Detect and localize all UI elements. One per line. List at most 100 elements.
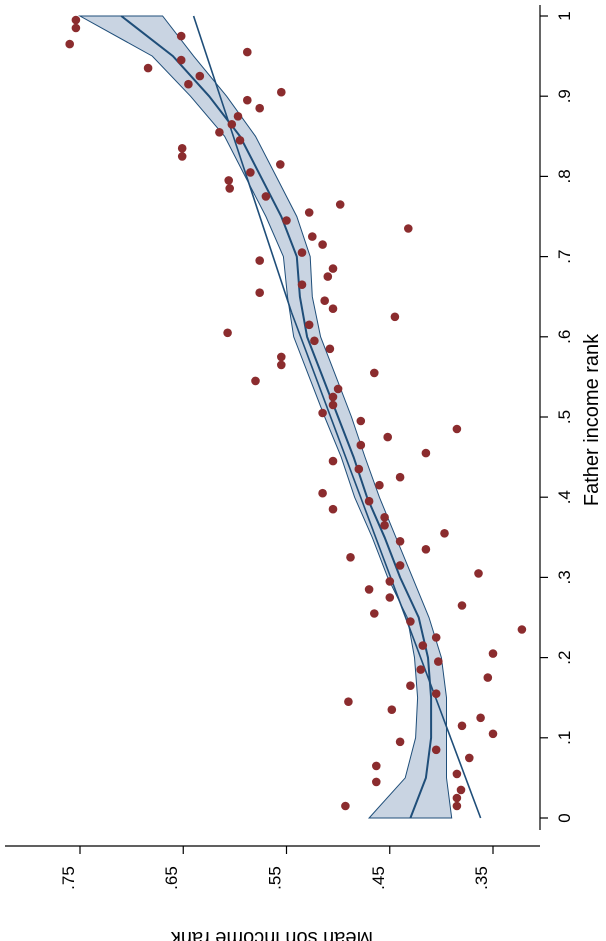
data-point (452, 793, 462, 803)
x-axis-title: Father income rank (581, 333, 603, 506)
data-point (251, 376, 260, 386)
data-point (372, 777, 381, 787)
data-point (276, 160, 285, 169)
x-tick-label: .3 (555, 570, 574, 584)
x-ticks: 0 .1 .2 .3 .4 .5 .6 .7 .8 .9 1 (540, 11, 574, 823)
data-point (385, 593, 395, 602)
data-point (344, 697, 353, 706)
data-point (255, 256, 264, 265)
data-point (356, 440, 366, 450)
data-point (177, 152, 187, 161)
data-point (235, 136, 245, 145)
data-point (440, 529, 449, 538)
data-point (488, 729, 498, 739)
data-point (380, 521, 389, 530)
data-point (304, 208, 314, 217)
data-point (323, 272, 333, 281)
data-point (395, 472, 405, 482)
data-point (328, 264, 338, 273)
data-point (71, 23, 81, 33)
data-points (65, 15, 527, 811)
x-tick-label: 0 (555, 813, 574, 822)
data-point (395, 537, 405, 546)
data-point (387, 705, 397, 714)
x-tick-label: .6 (555, 330, 574, 344)
data-point (452, 769, 462, 779)
x-tick-label: 1 (555, 11, 574, 20)
data-point (457, 601, 467, 610)
y-tick-label: .45 (369, 866, 388, 890)
data-point (452, 801, 462, 811)
data-point (385, 577, 395, 586)
data-point (416, 665, 426, 674)
data-point (421, 545, 431, 554)
data-point (328, 304, 338, 314)
data-point (474, 569, 483, 578)
linear-fit-line-2 (192, 15, 293, 313)
data-point (318, 408, 327, 418)
data-point (308, 232, 317, 241)
data-point (318, 240, 327, 249)
confidence-band (78, 15, 453, 819)
data-point (233, 112, 243, 121)
data-point (452, 424, 462, 434)
data-point (297, 280, 307, 290)
data-point (246, 168, 255, 177)
data-point (277, 352, 286, 362)
data-point (335, 200, 345, 209)
data-point (225, 184, 234, 193)
data-point (364, 585, 374, 594)
data-point (243, 95, 252, 105)
data-point (318, 488, 327, 498)
linear-fit-line-1 (290, 312, 482, 819)
data-point (277, 360, 286, 370)
data-point (457, 721, 467, 731)
x-tick-label: .4 (555, 490, 574, 504)
data-point (404, 224, 413, 233)
data-point (418, 641, 428, 650)
data-point (328, 456, 338, 466)
data-point (390, 312, 400, 322)
data-point (224, 176, 233, 185)
fit-lines (120, 15, 482, 819)
data-point (380, 513, 389, 522)
data-point (431, 633, 441, 642)
data-point (341, 801, 350, 811)
data-point (483, 673, 493, 682)
data-point (356, 416, 366, 426)
data-point (431, 689, 441, 698)
data-point (261, 192, 271, 201)
y-tick-label: .75 (59, 866, 78, 890)
data-point (320, 296, 330, 306)
data-point (354, 464, 364, 474)
data-point (184, 79, 193, 89)
data-point (395, 561, 405, 570)
data-point (71, 15, 81, 25)
x-tick-label: .2 (555, 651, 574, 665)
data-point (195, 71, 205, 81)
y-axis-title: Mean son income rank (170, 927, 373, 941)
x-tick-label: .7 (555, 250, 574, 264)
data-point (517, 625, 527, 634)
data-point (488, 649, 498, 658)
data-point (255, 103, 264, 113)
data-point (310, 336, 319, 346)
data-point (370, 609, 379, 618)
axes (5, 5, 541, 847)
data-point (177, 144, 187, 153)
data-point (227, 120, 237, 129)
data-point (328, 392, 338, 402)
data-point (277, 87, 286, 97)
y-ticks: .35 .45 .55 .65 .75 (59, 846, 494, 890)
data-point (223, 328, 232, 338)
data-point (383, 432, 393, 442)
data-point (143, 63, 153, 73)
data-point (395, 737, 405, 747)
x-tick-label: .9 (555, 89, 574, 103)
data-point (434, 657, 443, 666)
data-point (406, 617, 415, 626)
data-point (215, 128, 224, 137)
data-point (370, 368, 379, 378)
data-point (176, 31, 186, 41)
data-point (176, 55, 186, 65)
